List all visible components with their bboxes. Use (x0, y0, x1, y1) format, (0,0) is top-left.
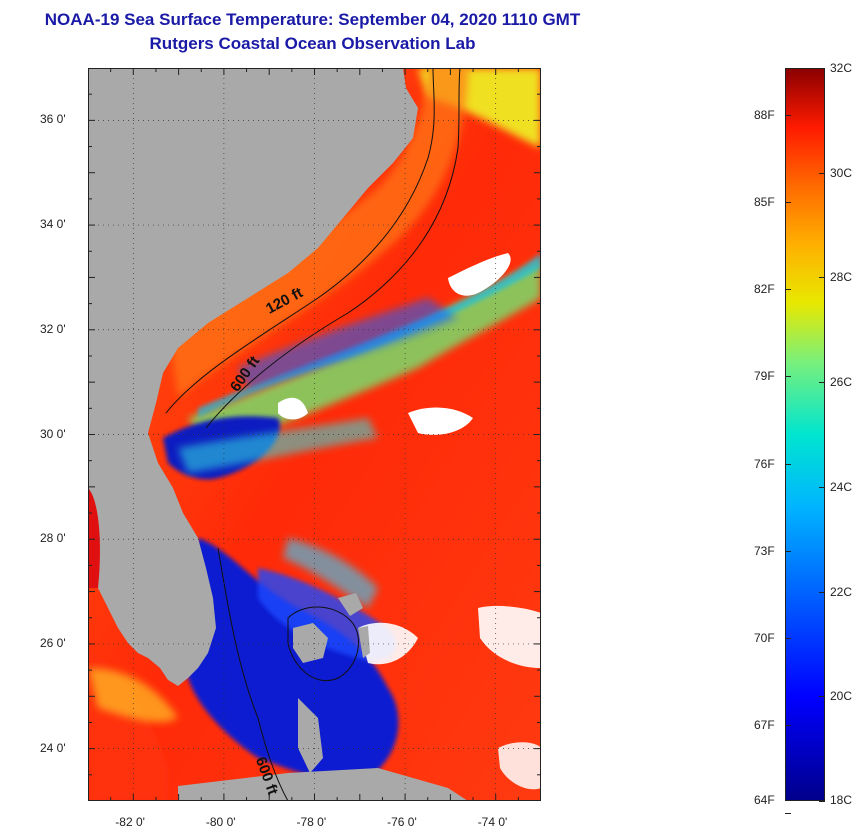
lon-tick-label: -74 0' (477, 815, 508, 829)
lat-tick-label: 34 0' (40, 217, 66, 232)
colorbar-fahrenheit-label: 64F (754, 793, 775, 807)
lat-tick-label: 32 0' (40, 321, 66, 336)
colorbar-tick (819, 801, 825, 802)
colorbar-celsius-label: 24C (830, 479, 853, 494)
colorbar-fahrenheit-label: 88F (754, 107, 775, 122)
lat-tick-label: 36 0' (40, 112, 66, 127)
sea-blue-south (183, 538, 399, 781)
colorbar-celsius-label: 20C (830, 689, 853, 704)
temperature-colorbar (785, 68, 825, 801)
colorbar-tick (819, 277, 825, 279)
colorbar-fahrenheit-label: 82F (754, 282, 775, 297)
map-title: NOAA-19 Sea Surface Temperature: Septemb… (44, 10, 581, 29)
colorbar-fahrenheit-label: 79F (754, 369, 775, 384)
colorbar-tick (819, 696, 825, 698)
sea-cyan-south (283, 538, 378, 608)
colorbar-tick (785, 201, 791, 203)
colorbar-fahrenheit-label: 73F (754, 543, 775, 558)
colorbar-tick (819, 486, 825, 488)
sea-yellow-sw (88, 668, 178, 723)
colorbar-tick (785, 463, 791, 465)
land-bahamas-abaco (338, 593, 363, 616)
colorbar-fahrenheit-label: 67F (754, 718, 775, 733)
colorbar-celsius-label: 22C (830, 584, 853, 599)
lon-tick-label: -78 0' (296, 815, 327, 829)
cloud-31n-b (278, 397, 308, 420)
colorbar-tick (785, 114, 791, 116)
lat-tick-label: 24 0' (40, 740, 66, 755)
colorbar-tick (785, 289, 791, 291)
land-bahamas-south (298, 698, 323, 773)
lat-tick-label: 30 0' (40, 426, 66, 441)
colorbar-fahrenheit-label: 76F (754, 456, 775, 471)
sea-cyan-30n (178, 418, 378, 473)
cloud-26n-e (478, 605, 541, 668)
sea-orange-shelf (168, 68, 468, 398)
lon-tick-label: -80 0' (205, 815, 236, 829)
lon-tick-label: -82 0' (115, 815, 145, 829)
colorbar-tick (819, 172, 825, 174)
map-subtitle: Rutgers Coastal Ocean Observation Lab (149, 34, 476, 53)
colorbar-celsius-label: 18C (830, 793, 853, 807)
land-bahamas-eleuthera (358, 626, 370, 658)
sst-map: 120 ft 600 ft 600 ft (87, 67, 542, 802)
cloud-33n (448, 253, 511, 296)
colorbar-tick (785, 725, 791, 727)
colorbar-tick (819, 68, 825, 69)
colorbar-tick (819, 382, 825, 384)
map-frame-ticks (87, 67, 542, 802)
lat-tick-label: 28 0' (40, 531, 66, 546)
colorbar-tick (785, 812, 791, 814)
cloud-26n (358, 622, 418, 665)
land-cuba (178, 768, 468, 801)
cloud-24n-e (498, 742, 541, 790)
contour-600ft-south (217, 547, 289, 802)
contour-120ft (165, 67, 435, 414)
colorbar-celsius-label: 30C (830, 165, 853, 180)
colorbar-tick (785, 638, 791, 640)
colorbar-celsius-label: 32C (830, 61, 853, 75)
colorbar-celsius-label: 26C (830, 375, 853, 390)
colorbar-celsius-label: 28C (830, 270, 853, 285)
contour-600ft (205, 67, 461, 429)
cloud-31n-a (408, 407, 473, 435)
land-bahamas-andros (293, 623, 328, 663)
colorbar-tick (785, 376, 791, 378)
land-southeast-us (88, 68, 418, 686)
colorbar-fahrenheit-label: 70F (754, 631, 775, 646)
map-gridlines (88, 68, 541, 801)
contour-bahamas (287, 606, 359, 681)
colorbar-tick (785, 550, 791, 552)
colorbar-fahrenheit-label: 85F (754, 194, 775, 209)
sea-cool-band-3 (238, 298, 458, 388)
lon-tick-label: -76 0' (387, 815, 417, 829)
lat-tick-label: 26 0' (40, 635, 66, 650)
colorbar-tick (819, 591, 825, 593)
